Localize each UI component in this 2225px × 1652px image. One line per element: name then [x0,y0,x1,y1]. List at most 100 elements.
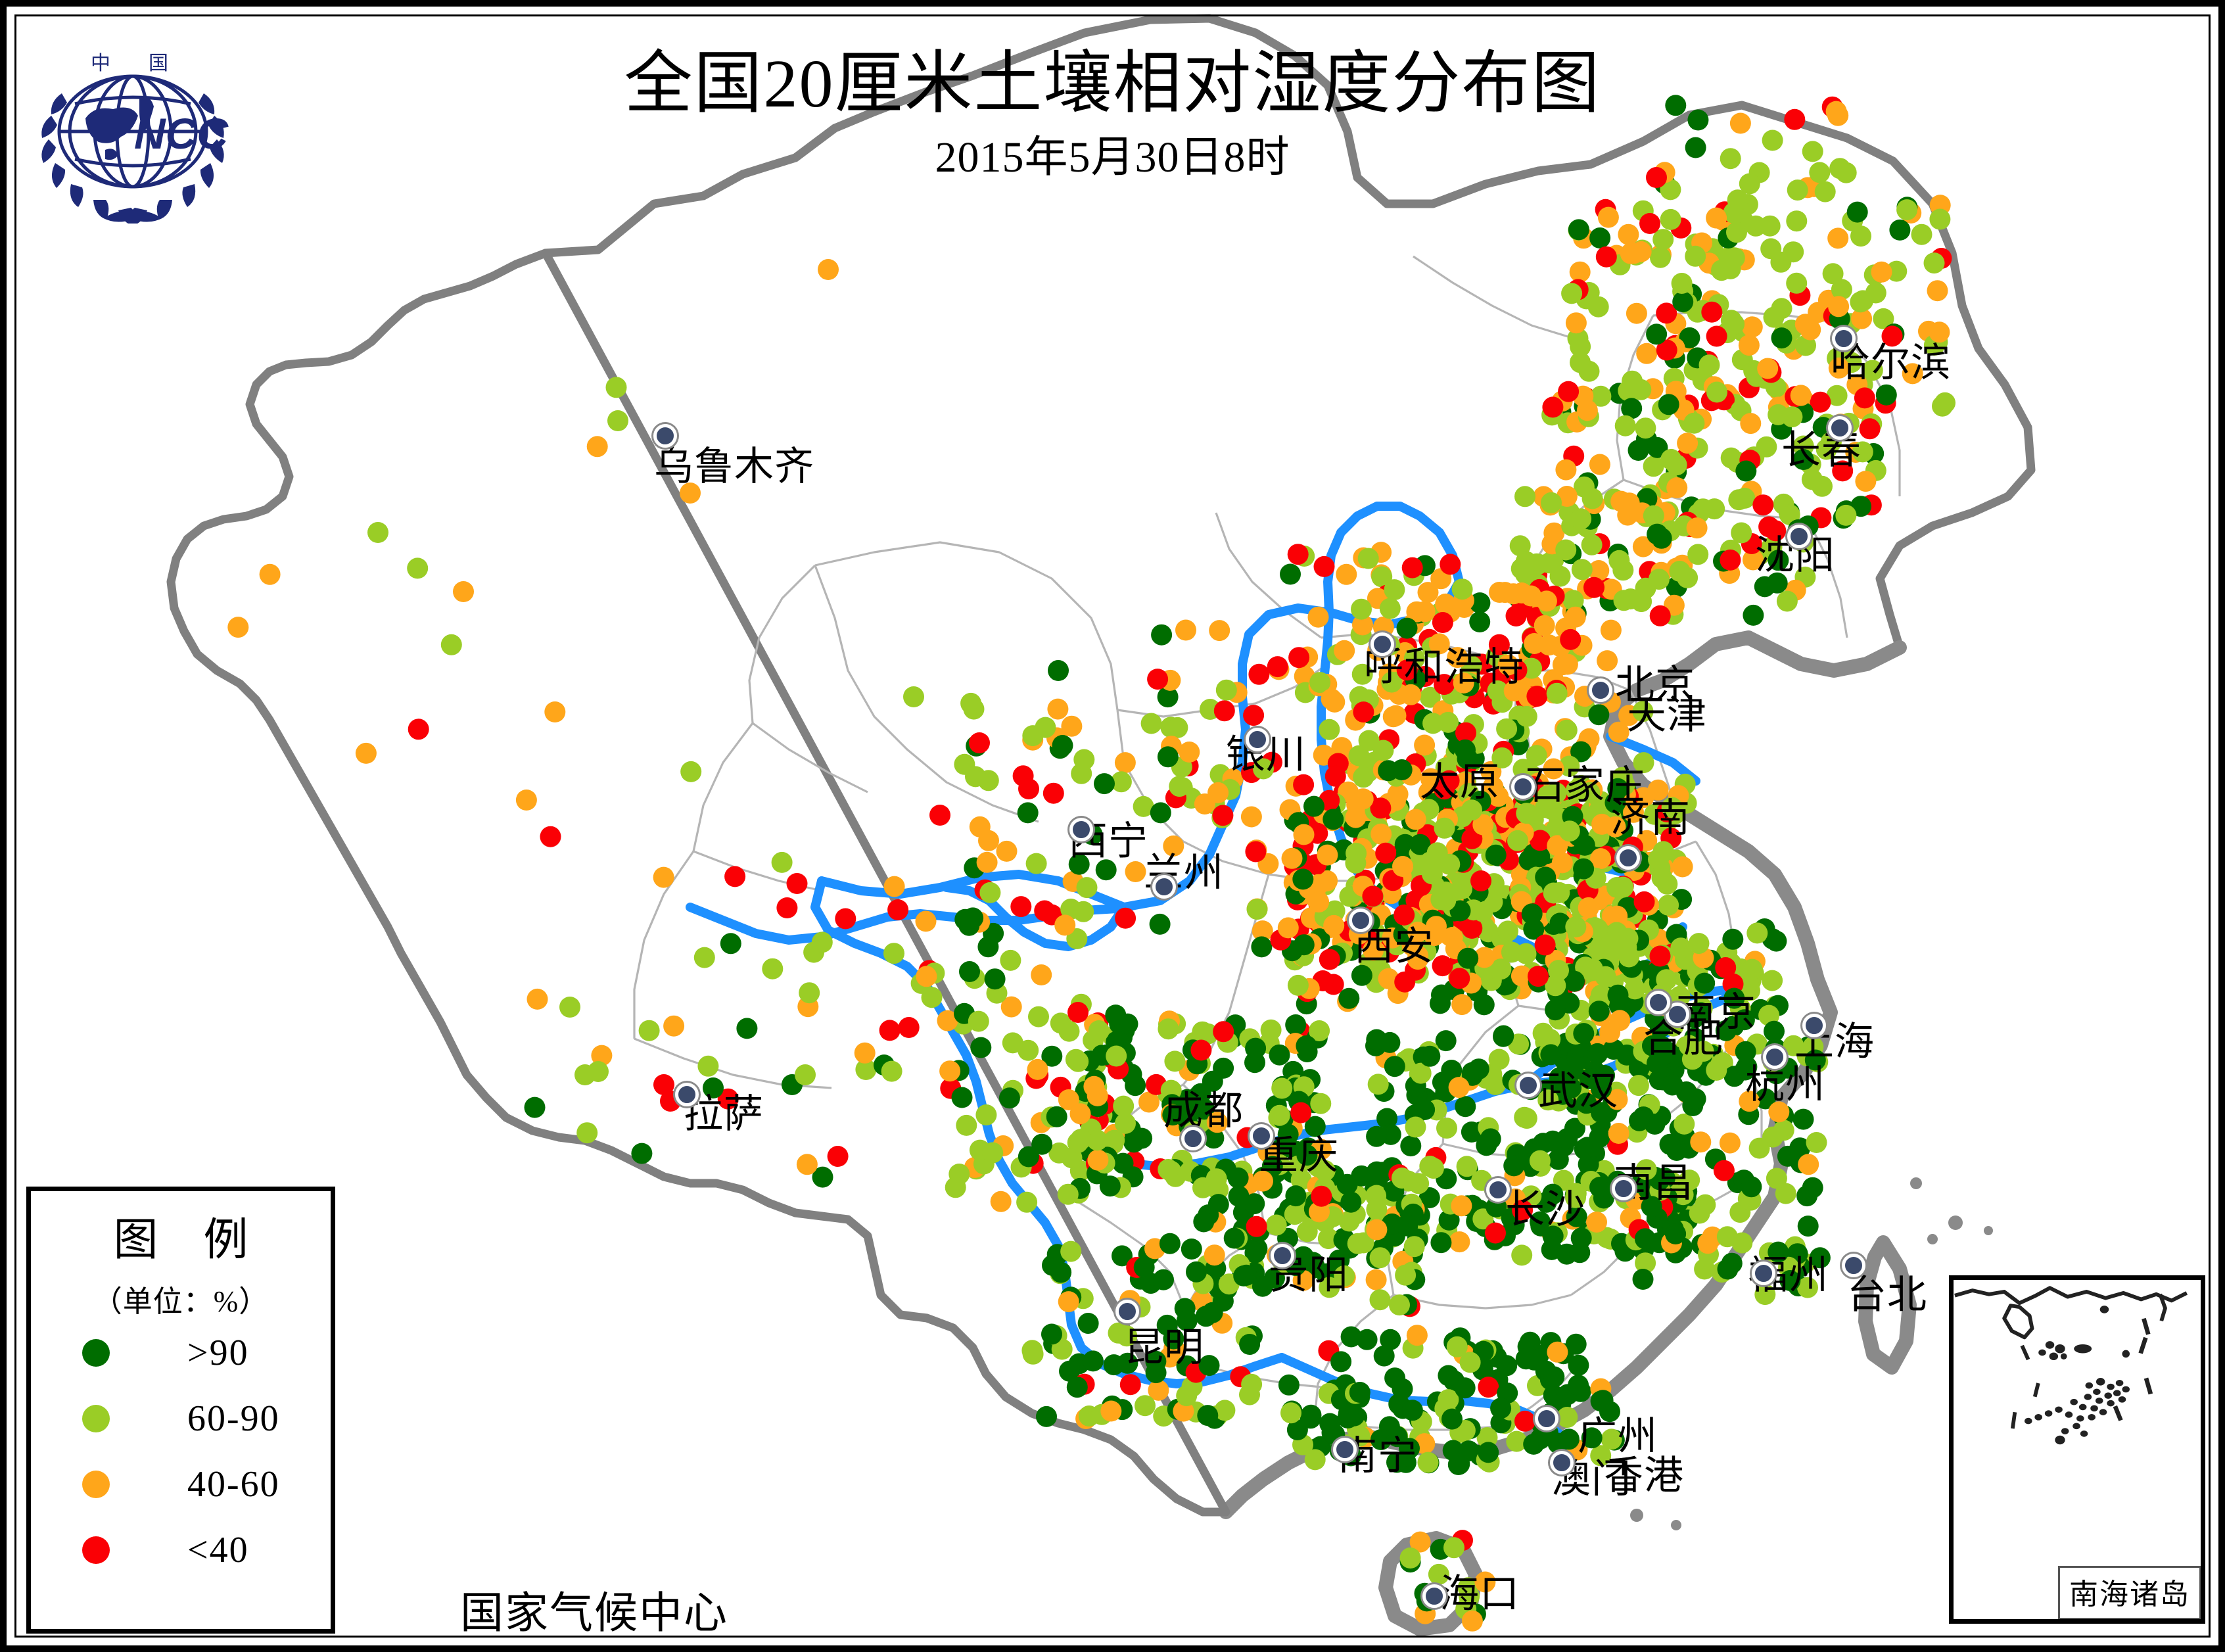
station-dot [1363,939,1384,961]
station-dot [1792,1108,1814,1130]
station-dot [1287,974,1309,996]
city-label-31: 香港 [1604,1454,1684,1498]
station-dot [1546,682,1568,704]
city-label-21: 武汉 [1538,1070,1618,1113]
city-marker-icon [1787,525,1811,548]
station-dot [1618,946,1640,968]
station-dot [1470,870,1491,891]
station-dot [1623,801,1644,823]
legend-swatch-icon [82,1536,110,1564]
station-dot [1601,1428,1622,1450]
station-dot [1334,640,1355,661]
station-dot [1647,779,1669,801]
station-dot [1070,1129,1092,1150]
station-dot [588,1061,609,1082]
station-dot [1775,1183,1796,1204]
station-dot [1493,1025,1514,1047]
station-dot [1628,1075,1649,1097]
station-dot [786,873,808,894]
city-marker-icon [1152,875,1176,899]
station-dot [1721,1252,1743,1274]
station-dot [1621,398,1643,419]
station-dot [1309,1020,1330,1041]
station-dot [1633,752,1654,774]
station-dot [1658,894,1679,916]
station-dot [1607,778,1629,799]
station-dot [355,742,377,764]
city-marker-icon [1828,416,1852,440]
station-dot [1543,1366,1565,1388]
station-dot [1686,517,1708,539]
station-dot [1507,830,1528,851]
station-dot [1570,741,1592,763]
station-dot [1923,252,1945,274]
station-dot [1104,1129,1125,1151]
station-dot [703,1077,724,1098]
station-dot [1608,721,1629,743]
station-dot [259,563,281,585]
station-dot [1679,1169,1700,1191]
station-dot [1119,1374,1141,1396]
station-dot [1569,261,1591,283]
station-dot [1269,1104,1290,1126]
station-dot [1407,922,1429,943]
station-dot [1324,765,1346,787]
station-dot [1746,922,1768,944]
station-dot [1723,314,1745,335]
station-dot [1417,1451,1439,1473]
station-dot [1213,700,1235,722]
station-dot [1215,679,1237,701]
station-dot [1589,227,1611,248]
station-dots [227,95,1956,1632]
station-dot [1501,941,1522,963]
station-dot [1400,1135,1422,1157]
station-dot [1545,782,1567,804]
station-dot [1822,263,1844,285]
station-dot [1042,1254,1063,1276]
station-dot [1826,385,1848,406]
station-dot [1568,1354,1589,1376]
station-dot [1409,834,1431,855]
station-dot [607,410,628,431]
station-dot [1181,1239,1202,1260]
station-dot [1385,705,1407,726]
station-dot [1365,1269,1387,1290]
station-dot [1244,1242,1266,1263]
station-dot [1630,379,1652,400]
station-dot [1309,672,1331,694]
station-dot [1529,846,1551,868]
station-dot [1239,1334,1261,1355]
station-dot [1535,866,1557,888]
station-dot [1100,1400,1122,1422]
station-dot [1087,1129,1108,1151]
station-dot [1058,1089,1079,1110]
station-dot [1213,1021,1234,1043]
station-dot [1787,179,1808,201]
city-label-9: 太原 [1420,761,1500,804]
station-dot [1370,823,1392,845]
station-dot [1351,964,1372,986]
station-dot [1650,247,1671,268]
station-dot [1290,1102,1312,1123]
station-dot [1658,394,1679,415]
svg-text:中: 中 [91,53,110,74]
station-dot [1394,904,1415,926]
station-dot [1455,722,1476,743]
station-dot [1108,1322,1129,1344]
station-dot [1204,1244,1225,1266]
station-dot [1386,1426,1408,1448]
station-dot [1455,1096,1476,1118]
city-label-1: 拉萨 [684,1093,764,1136]
station-dot [1284,1204,1305,1225]
station-dot [1659,1133,1681,1155]
inset-label: 南海诸岛 [2058,1566,2201,1619]
station-dot [1729,112,1751,134]
station-dot [1455,739,1476,761]
city-label-2: 哈尔滨 [1831,341,1951,385]
station-dot [1396,617,1418,639]
station-dot [969,732,990,753]
station-dot [1739,1091,1760,1112]
station-dot [1304,1449,1326,1471]
station-dot [1583,577,1604,598]
station-dot [1345,807,1367,828]
